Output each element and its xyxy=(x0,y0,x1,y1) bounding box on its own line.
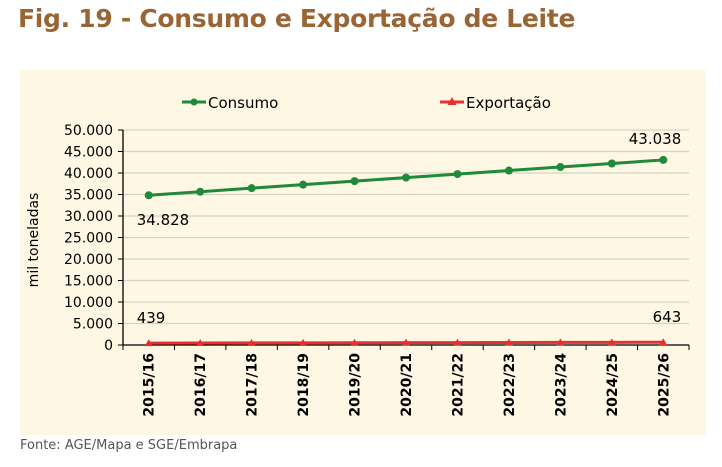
data-point xyxy=(607,338,616,346)
y-tick-label: 0 xyxy=(104,338,113,354)
y-tick-label: 35.000 xyxy=(64,188,113,204)
data-point xyxy=(350,338,359,346)
data-point xyxy=(659,338,668,346)
data-point xyxy=(196,339,205,347)
data-labels: 34.828 43.038 439 643 xyxy=(137,130,682,327)
data-point xyxy=(556,163,565,172)
figure-title: Fig. 19 - Consumo e Exportação de Leite xyxy=(18,4,576,33)
x-tick-label: 2017/18 xyxy=(245,353,261,417)
x-tick-label: 2025/26 xyxy=(656,353,672,417)
data-point xyxy=(299,180,308,189)
y-tick-label: 40.000 xyxy=(64,166,113,182)
y-tick-label: 25.000 xyxy=(64,231,113,247)
legend-item-consumo: Consumo xyxy=(182,94,278,112)
gridlines xyxy=(123,129,689,325)
data-point xyxy=(247,184,256,193)
y-tick-label: 45.000 xyxy=(64,145,113,161)
data-point xyxy=(350,177,359,186)
legend: Consumo Exportação xyxy=(182,94,551,112)
y-tick-label: 15.000 xyxy=(64,274,113,290)
x-tick-label: 2024/25 xyxy=(605,353,621,417)
chart-panel xyxy=(20,70,706,435)
data-point xyxy=(402,173,410,182)
data-point xyxy=(504,166,513,175)
y-tick-label: 50.000 xyxy=(64,123,113,139)
legend-item-exportacao: Exportação xyxy=(440,94,551,112)
y-tick-label: 20.000 xyxy=(64,252,113,268)
series-lines xyxy=(144,155,668,347)
data-point xyxy=(453,170,462,179)
legend-label-consumo: Consumo xyxy=(208,94,278,112)
x-tick-label: 2020/21 xyxy=(399,353,415,417)
x-tick-label: 2023/24 xyxy=(553,353,569,417)
x-tick-label: 2015/16 xyxy=(142,353,158,417)
legend-label-exportacao: Exportação xyxy=(466,94,551,112)
data-point xyxy=(144,339,153,347)
source-caption: Fonte: AGE/Mapa e SGE/Embrapa xyxy=(20,438,238,453)
x-tick-label: 2022/23 xyxy=(502,353,518,417)
data-point xyxy=(504,338,513,346)
data-point xyxy=(247,338,256,346)
y-tick-label: 5.000 xyxy=(73,317,113,333)
x-tick-label: 2019/20 xyxy=(348,353,364,417)
data-point xyxy=(659,155,668,164)
data-label: 643 xyxy=(653,308,682,326)
data-point xyxy=(402,338,410,346)
data-label: 34.828 xyxy=(137,211,190,229)
data-point xyxy=(144,191,153,200)
data-point xyxy=(196,187,205,196)
x-tick-label: 2018/19 xyxy=(296,353,312,417)
data-label: 43.038 xyxy=(629,130,682,148)
data-point xyxy=(453,338,462,346)
y-tick-label: 30.000 xyxy=(64,209,113,225)
x-tick-label: 2016/17 xyxy=(193,353,209,417)
x-tick-labels: 2015/16 2016/17 2017/18 2018/19 2019/20 2020/… xyxy=(142,353,673,417)
data-point xyxy=(299,338,308,346)
y-tick-labels: 0 5.000 10.000 15.000 20.000 25.000 30.000 35.0… xyxy=(64,123,113,354)
data-point xyxy=(556,338,565,346)
data-point xyxy=(607,159,616,168)
y-tick-label: 10.000 xyxy=(64,295,113,311)
data-label: 439 xyxy=(137,309,166,327)
x-tick-label: 2021/22 xyxy=(450,353,466,417)
y-axis-label: mil toneladas xyxy=(26,193,42,288)
